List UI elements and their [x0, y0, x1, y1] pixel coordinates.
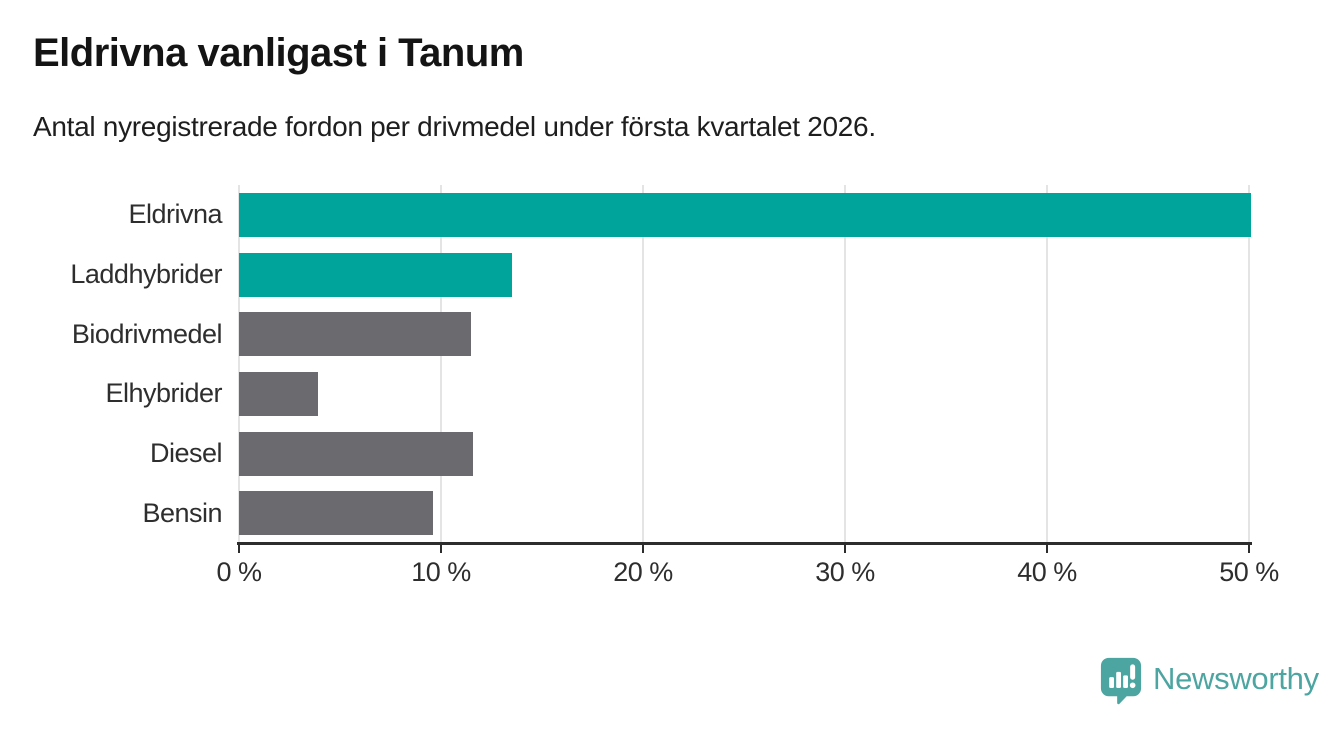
x-axis-line	[237, 542, 1252, 545]
gridline-30	[844, 185, 846, 543]
category-label-bensin: Bensin	[142, 497, 222, 528]
newsworthy-logo: Newsworthy	[1100, 657, 1319, 705]
x-tick-20	[641, 545, 645, 553]
bar-diesel	[239, 431, 474, 476]
x-tick-10	[439, 545, 443, 553]
gridline-40	[1046, 185, 1048, 543]
logo-exclamation-stroke	[1130, 664, 1136, 680]
gridline-50	[1248, 185, 1250, 543]
x-tick-30	[843, 545, 847, 553]
gridline-0	[238, 185, 240, 543]
x-tick-label-20: 20 %	[613, 557, 673, 587]
category-label-elhybrider: Elhybrider	[105, 378, 222, 409]
category-label-biodrivmedel: Biodrivmedel	[71, 318, 223, 349]
x-tick-label-0: 0 %	[216, 557, 262, 587]
x-tick-0	[237, 545, 241, 553]
logo-mini-bar-1	[1109, 677, 1115, 688]
x-tick-label-30: 30 %	[815, 557, 875, 587]
chart-subtitle: Antal nyregistrerade fordon per drivmede…	[33, 111, 876, 142]
bar-laddhybrider	[239, 252, 512, 297]
logo-mini-bar-3	[1123, 675, 1128, 688]
gridline-20	[642, 185, 644, 543]
gridline-10	[440, 185, 442, 543]
newsworthy-logo-icon	[1100, 657, 1142, 705]
bar-bensin	[239, 491, 433, 536]
x-tick-40	[1045, 545, 1049, 553]
category-label-eldrivna: Eldrivna	[128, 199, 222, 230]
chart-title: Eldrivna vanligast i Tanum	[33, 31, 524, 75]
category-label-diesel: Diesel	[149, 437, 223, 468]
category-label-laddhybrider: Laddhybrider	[70, 258, 222, 289]
x-axis-tick-labels: 0 % 10 % 20 % 30 % 40 % 50 %	[216, 557, 1279, 587]
logo-mini-bar-2	[1116, 671, 1121, 688]
bar-chart-plot-area	[238, 185, 1252, 543]
x-tick-label-50: 50 %	[1219, 557, 1279, 587]
logo-exclamation-dot	[1129, 682, 1136, 689]
x-tick-label-40: 40 %	[1017, 557, 1077, 587]
x-axis-ticks	[237, 545, 1251, 553]
category-axis-labels: Eldrivna Laddhybrider Biodrivmedel Elhybrid…	[0, 185, 222, 543]
x-tick-50	[1247, 545, 1251, 553]
x-tick-label-10: 10 %	[411, 557, 471, 587]
bar-elhybrider	[239, 371, 318, 416]
newsworthy-logo-text: Newsworthy	[1153, 660, 1319, 696]
bar-eldrivna	[239, 192, 1252, 237]
bar-biodrivmedel	[239, 312, 472, 357]
